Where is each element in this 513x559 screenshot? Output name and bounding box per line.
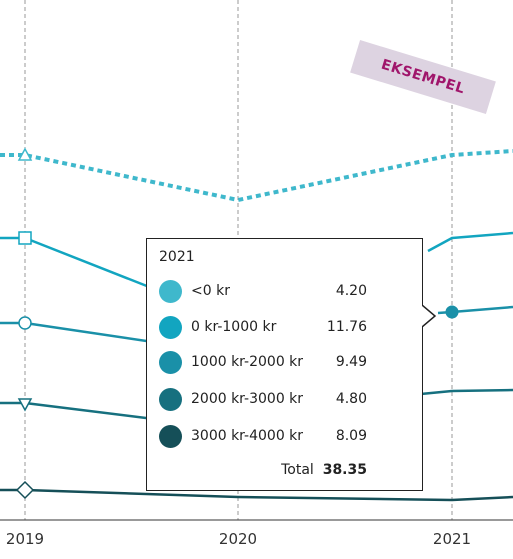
x-tick-label-2021: 2021 — [433, 530, 471, 548]
series-line-5 — [0, 488, 513, 502]
x-tick-labels: 2019 2020 2021 — [6, 530, 471, 548]
tooltip-series-dot-5 — [159, 424, 182, 448]
series-line-2-right — [427, 231, 513, 253]
tooltip-row-2: 0 kr-1000 kr 11.76 — [159, 315, 367, 339]
tooltip-row-1: <0 kr 4.20 — [159, 279, 367, 303]
tooltip-series-value-2: 11.76 — [326, 319, 367, 335]
tooltip-total-label: Total — [281, 462, 314, 478]
marker-2021-hover — [445, 305, 459, 319]
marker-2019-series-2 — [18, 231, 32, 245]
tooltip-total: Total 38.35 — [159, 462, 367, 478]
x-tick-label-2020: 2020 — [219, 530, 257, 548]
marker-2019-series-4 — [17, 398, 33, 412]
tooltip-series-dot-4 — [159, 387, 182, 411]
tooltip-series-value-4: 4.80 — [335, 391, 367, 407]
tooltip: 2021 <0 kr 4.20 0 kr-1000 kr 11.76 1000 … — [146, 238, 423, 491]
tooltip-total-value: 38.35 — [322, 462, 367, 478]
tooltip-series-dot-3 — [159, 350, 182, 374]
tooltip-row-4: 2000 kr-3000 kr 4.80 — [159, 387, 367, 411]
series-line-1 — [0, 149, 513, 202]
tooltip-row-3: 1000 kr-2000 kr 9.49 — [159, 350, 367, 374]
marker-2019-series-5 — [15, 480, 35, 500]
marker-2019-series-1 — [17, 147, 33, 161]
tooltip-series-label-5: 3000 kr-4000 kr — [191, 428, 304, 444]
tooltip-series-label-1: <0 kr — [191, 283, 230, 299]
x-tick-label-2019: 2019 — [6, 530, 44, 548]
marker-2019-series-3 — [18, 316, 32, 330]
marker-layer — [15, 147, 459, 500]
tooltip-series-dot-1 — [159, 279, 182, 303]
tooltip-row-5: 3000 kr-4000 kr 8.09 — [159, 424, 367, 448]
tooltip-series-label-2: 0 kr-1000 kr — [191, 319, 277, 335]
tooltip-series-dot-2 — [159, 315, 182, 339]
tooltip-series-label-4: 2000 kr-3000 kr — [191, 391, 304, 407]
tooltip-pointer — [422, 305, 437, 327]
tooltip-series-value-3: 9.49 — [335, 354, 367, 370]
tooltip-series-value-5: 8.09 — [335, 428, 367, 444]
tooltip-series-label-3: 1000 kr-2000 kr — [191, 354, 304, 370]
tooltip-title: 2021 — [159, 249, 195, 265]
tooltip-series-value-1: 4.20 — [335, 283, 367, 299]
